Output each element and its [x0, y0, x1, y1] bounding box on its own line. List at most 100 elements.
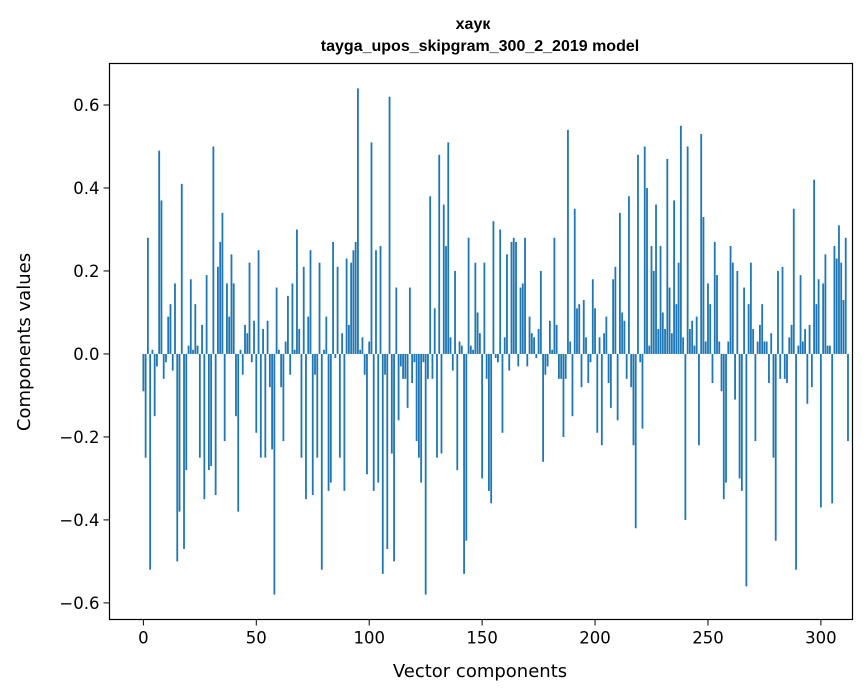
bar	[207, 353, 210, 471]
bar	[469, 345, 472, 354]
bar	[623, 320, 626, 354]
bar	[214, 353, 217, 496]
bar	[465, 353, 468, 541]
bar	[693, 345, 696, 354]
bar	[228, 316, 231, 354]
bars-group	[142, 88, 849, 595]
bar	[826, 345, 829, 354]
bar	[149, 353, 152, 570]
bar	[192, 349, 194, 354]
bar	[630, 353, 633, 388]
bar	[702, 217, 705, 354]
bar	[600, 353, 603, 446]
bar	[650, 246, 653, 354]
bar	[657, 329, 660, 354]
bar	[436, 353, 438, 458]
bar	[250, 353, 253, 363]
bar	[429, 196, 432, 354]
bar	[594, 308, 596, 354]
bar	[460, 345, 463, 354]
bar	[146, 237, 149, 354]
bar	[813, 179, 816, 354]
bar	[388, 96, 391, 354]
bar	[171, 353, 174, 371]
bar	[740, 353, 743, 491]
bar	[720, 353, 723, 392]
y-axis-label: Components values	[14, 253, 35, 431]
bar	[402, 353, 404, 379]
bar	[722, 353, 725, 500]
bar	[169, 304, 172, 354]
bar	[262, 329, 264, 354]
bar	[368, 341, 371, 354]
bar	[774, 353, 777, 541]
bar	[185, 353, 188, 471]
bar	[569, 341, 572, 354]
bar	[320, 353, 323, 570]
bar	[817, 279, 820, 354]
bar	[499, 229, 502, 354]
bar	[323, 349, 325, 354]
bar	[844, 237, 847, 354]
bar	[212, 146, 215, 354]
bar	[632, 353, 635, 446]
bar	[187, 345, 190, 354]
bar	[612, 279, 615, 354]
bar	[223, 353, 226, 442]
bar	[688, 329, 691, 354]
bar	[670, 333, 673, 354]
bar	[770, 333, 773, 354]
y-tick-label: 0.2	[73, 262, 99, 281]
bar	[544, 353, 547, 375]
bar	[230, 254, 233, 354]
bar	[614, 266, 617, 354]
bar	[578, 304, 581, 354]
bar	[661, 312, 664, 354]
bar	[585, 337, 587, 354]
bar	[417, 353, 420, 458]
bar	[217, 266, 219, 354]
bar	[497, 353, 499, 363]
bar	[734, 353, 736, 400]
bar	[698, 353, 700, 446]
bar	[591, 279, 594, 354]
bar	[447, 142, 450, 354]
bar	[725, 353, 727, 483]
bar	[196, 345, 199, 354]
bar	[646, 187, 648, 354]
bar	[765, 341, 768, 354]
bar	[393, 353, 395, 562]
y-tick-label: 0.0	[73, 345, 99, 364]
bar	[582, 300, 585, 354]
bar	[535, 353, 538, 359]
bar	[704, 341, 707, 354]
bar	[596, 353, 599, 433]
bar	[512, 237, 515, 354]
bar	[153, 353, 156, 417]
bar	[490, 353, 493, 504]
bar	[548, 320, 551, 354]
bar	[815, 304, 818, 354]
bar	[271, 353, 274, 450]
bar	[241, 353, 244, 375]
x-tick-label: 150	[466, 629, 498, 648]
bar	[291, 283, 294, 354]
bar	[745, 353, 748, 587]
bar	[472, 349, 474, 354]
bar	[442, 204, 445, 354]
bar	[501, 353, 504, 433]
bar	[564, 353, 567, 379]
bar	[824, 254, 827, 354]
bar	[431, 353, 434, 379]
bar	[786, 353, 788, 383]
bar	[524, 237, 526, 354]
bar	[510, 241, 513, 354]
bar	[711, 353, 714, 383]
bar	[183, 353, 185, 549]
bar	[567, 129, 569, 354]
bar	[449, 337, 452, 354]
bar	[422, 353, 425, 363]
bar	[201, 324, 203, 354]
bar	[686, 146, 689, 354]
bar	[167, 316, 170, 354]
